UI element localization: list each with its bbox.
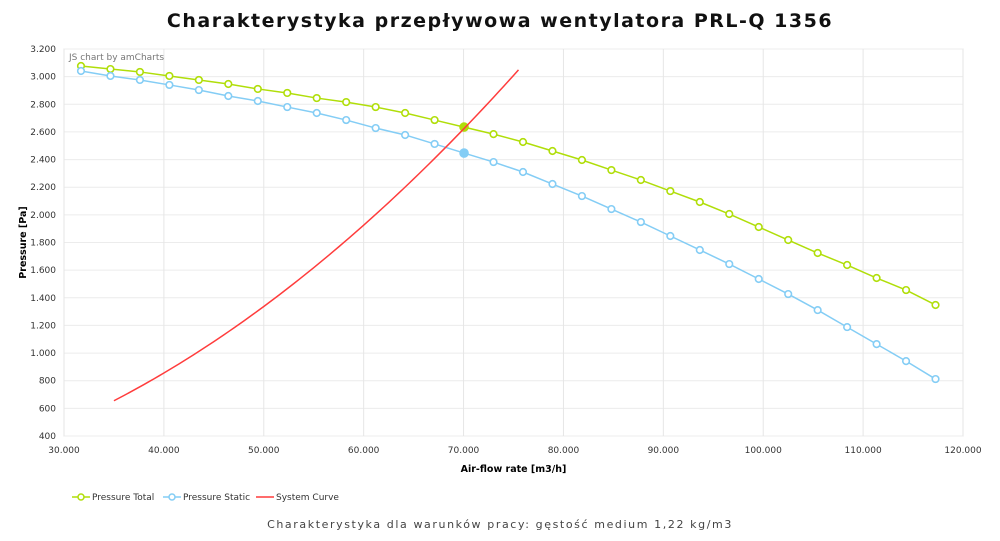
pressure-total-point [843, 260, 852, 270]
pressure-static-point [843, 322, 852, 332]
pressure-static-point [725, 259, 734, 269]
pressure-static-point [106, 71, 115, 81]
y-tick-label: 1.600 [30, 266, 56, 276]
pressure-total-point [371, 102, 380, 112]
pressure-total-point [695, 197, 704, 207]
y-tick-label: 1.200 [30, 321, 56, 331]
pressure-static-point [636, 217, 645, 227]
pressure-total-point [224, 79, 233, 89]
legend-item-pressure-total: Pressure Total [92, 493, 154, 503]
pressure-total-operating-point [459, 122, 469, 132]
pressure-static-point [931, 374, 940, 384]
pressure-total-point [784, 235, 793, 245]
chart-title: Charakterystyka przepływowa wentylatora … [166, 10, 834, 32]
system-curve-line [113, 69, 520, 402]
pressure-static-point [430, 139, 439, 149]
pressure-static-point [165, 80, 174, 90]
pressure-static-point [224, 91, 233, 101]
pressure-total-point [872, 273, 881, 283]
y-tick-label: 3.000 [30, 73, 56, 83]
x-tick-label: 90.000 [648, 446, 680, 456]
pressure-total-line [80, 65, 936, 306]
pressure-static-point [489, 157, 498, 167]
pressure-static-point [666, 231, 675, 241]
y-tick-label: 2.800 [30, 100, 56, 110]
pressure-static-point [371, 123, 380, 133]
pressure-total-point [518, 137, 528, 147]
pressure-total-point [607, 165, 616, 175]
pressure-total-point [401, 108, 410, 118]
pressure-static-point [312, 108, 321, 118]
legend-circle-pressure-static [168, 493, 176, 501]
pressure-total-point [283, 88, 292, 98]
pressure-static-point [253, 96, 262, 106]
pressure-total-point [430, 115, 439, 125]
legend-item-system-curve: System Curve [276, 493, 339, 503]
pressure-total-point [901, 285, 911, 295]
pressure-total-point [312, 93, 321, 103]
x-tick-label: 120.000 [944, 446, 981, 456]
pressure-total-point [754, 222, 763, 232]
pressure-static-point [518, 167, 528, 177]
x-tick-label: 70.000 [448, 446, 480, 456]
pressure-static-point [872, 339, 881, 349]
legend-circle-pressure-total [77, 493, 85, 501]
x-axis-label: Air-flow rate [m3/h] [461, 464, 567, 475]
x-tick-label: 110.000 [845, 446, 882, 456]
y-tick-label: 3.200 [30, 45, 56, 55]
x-tick-label: 60.000 [348, 446, 380, 456]
pressure-static-point [813, 305, 822, 315]
chart-subtitle: Charakterystyka dla warunków pracy: gęst… [267, 518, 733, 531]
pressure-static-point [901, 356, 911, 366]
pressure-total-point [165, 71, 174, 81]
y-tick-label: 600 [39, 404, 56, 414]
pressure-total-point [931, 300, 940, 310]
pressure-total-point [577, 155, 587, 165]
y-tick-label: 2.000 [30, 211, 56, 221]
pressure-static-point [342, 115, 351, 125]
pressure-total-point [725, 209, 734, 219]
pressure-static-point [754, 274, 763, 284]
pressure-static-line [80, 70, 936, 380]
chart-credit: JS chart by amCharts [68, 53, 164, 63]
y-tick-label: 800 [39, 377, 56, 387]
pressure-total-point [636, 175, 645, 185]
pressure-total-point [194, 75, 203, 85]
y-tick-label: 400 [39, 432, 56, 442]
pressure-static-point [695, 245, 704, 255]
pressure-static-point [577, 191, 587, 201]
y-tick-label: 1.800 [30, 239, 56, 249]
x-tick-label: 30.000 [48, 446, 80, 456]
pressure-static-point [548, 179, 557, 189]
pressure-total-point [106, 64, 115, 74]
legend-item-pressure-static: Pressure Static [183, 493, 250, 503]
x-tick-label: 80.000 [548, 446, 580, 456]
pressure-total-point [489, 130, 498, 139]
y-tick-label: 1.000 [30, 349, 56, 359]
x-tick-label: 100.000 [745, 446, 782, 456]
pressure-total-point [135, 67, 145, 77]
pressure-static-point [194, 85, 203, 95]
pressure-total-point [342, 97, 351, 107]
pressure-static-point [135, 75, 145, 85]
pressure-static-point [784, 289, 793, 299]
pressure-static-operating-point [459, 148, 469, 158]
pressure-total-point [253, 84, 262, 94]
y-tick-label: 2.400 [30, 156, 56, 166]
y-axis-label: Pressure [Pa] [18, 206, 29, 278]
y-tick-label: 1.400 [30, 294, 56, 304]
pressure-static-point [607, 204, 616, 214]
pressure-static-point [401, 130, 410, 140]
pressure-total-point [548, 146, 557, 156]
y-tick-label: 2.600 [30, 128, 56, 138]
pressure-static-point [76, 66, 86, 76]
pressure-total-point [813, 248, 822, 258]
pressure-total-point [666, 186, 675, 196]
x-tick-label: 40.000 [148, 446, 180, 456]
pressure-static-point [283, 102, 292, 112]
y-tick-label: 2.200 [30, 183, 56, 193]
x-tick-label: 50.000 [248, 446, 280, 456]
